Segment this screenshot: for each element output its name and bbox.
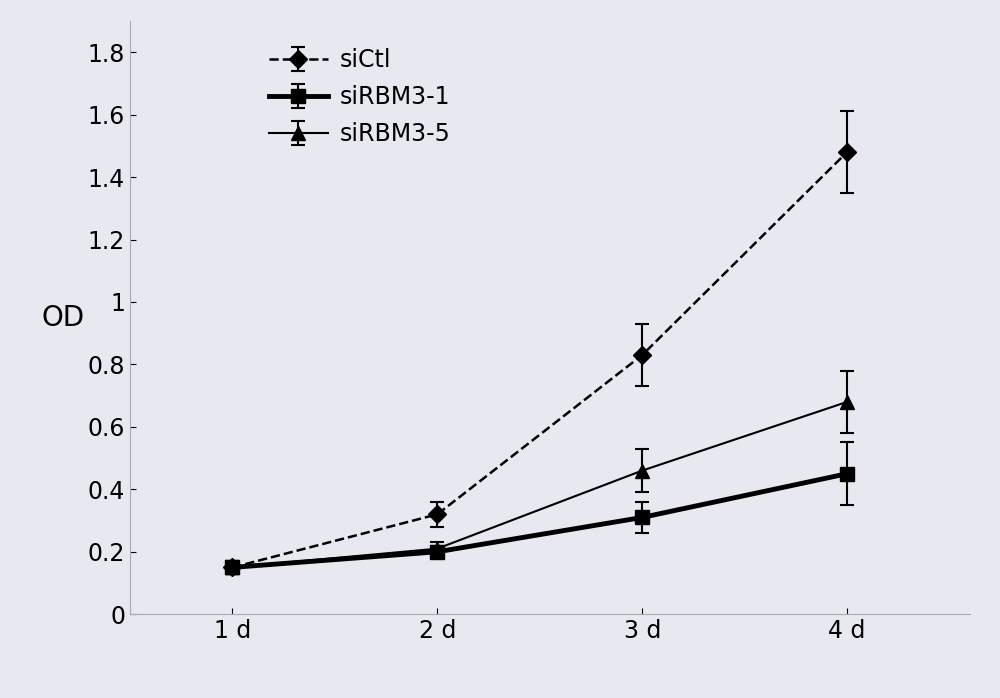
- Legend: siCtl, siRBM3-1, siRBM3-5: siCtl, siRBM3-1, siRBM3-5: [259, 38, 460, 156]
- Y-axis label: OD: OD: [41, 304, 84, 332]
